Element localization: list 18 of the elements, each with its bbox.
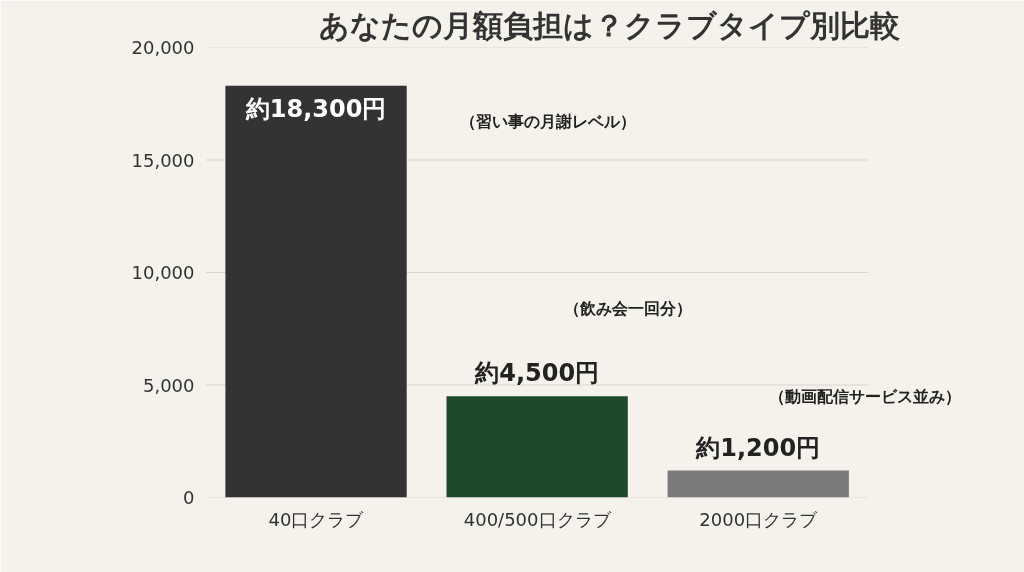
chart-title: あなたの月額負担は？クラブタイプ別比較 xyxy=(318,7,900,43)
bar xyxy=(225,85,407,498)
y-tick-label: 20,000 xyxy=(131,37,195,58)
x-tick-label: 40口クラブ xyxy=(268,508,365,530)
annotation: （飲み会一回分） xyxy=(563,299,692,318)
y-tick-label: 0 xyxy=(183,487,195,508)
data-label: 約18,300円 xyxy=(244,94,387,123)
annotation: （習い事の月謝レベル） xyxy=(459,112,636,132)
bar xyxy=(667,470,849,498)
bar xyxy=(446,396,628,498)
y-tick-label: 5,000 xyxy=(142,374,195,396)
y-tick-label: 15,000 xyxy=(131,149,195,171)
data-label: 約1,200円 xyxy=(695,433,821,462)
x-tick-label: 2000口クラブ xyxy=(699,508,819,530)
x-tick-label: 400/500口クラブ xyxy=(463,508,612,530)
y-tick-label: 10,000 xyxy=(131,262,195,283)
data-label: 約4,500円 xyxy=(474,359,600,388)
annotation: （動画配信サービス並み） xyxy=(769,386,962,406)
